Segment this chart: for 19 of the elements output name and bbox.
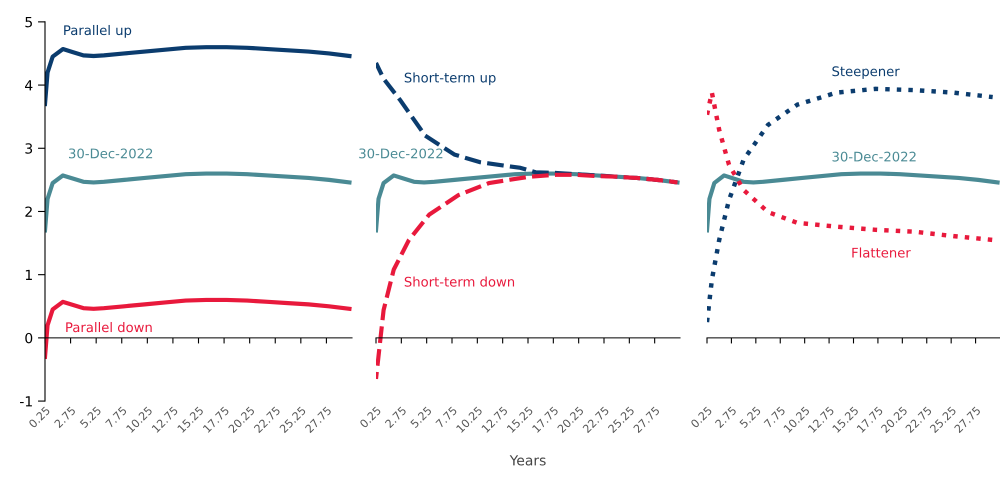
series-label: Steepener xyxy=(832,66,900,79)
series-label: 30-Dec-2022 xyxy=(832,152,916,162)
line-series xyxy=(45,45,352,106)
y-tick-label: 2 xyxy=(25,206,32,217)
series-label: Flattener xyxy=(852,247,911,258)
y-tick-label: -1 xyxy=(20,396,32,406)
y-tick-label: 5 xyxy=(25,17,32,28)
x-axis-title: Years xyxy=(510,455,546,466)
series-label: 30-Dec-2022 xyxy=(359,148,442,158)
y-tick-label: 4 xyxy=(25,80,32,90)
series-label: Short-term up xyxy=(404,72,496,86)
y-tick-label: 0 xyxy=(25,332,32,344)
series-label: 30-Dec-2022 xyxy=(69,148,152,158)
y-tick-label: 1 xyxy=(26,270,32,280)
series-label: Parallel down xyxy=(66,322,152,332)
series-label: Parallel up xyxy=(64,24,132,38)
y-tick-label: 3 xyxy=(25,143,32,154)
series-label: Short-term down xyxy=(404,276,514,287)
line-series xyxy=(45,171,352,233)
